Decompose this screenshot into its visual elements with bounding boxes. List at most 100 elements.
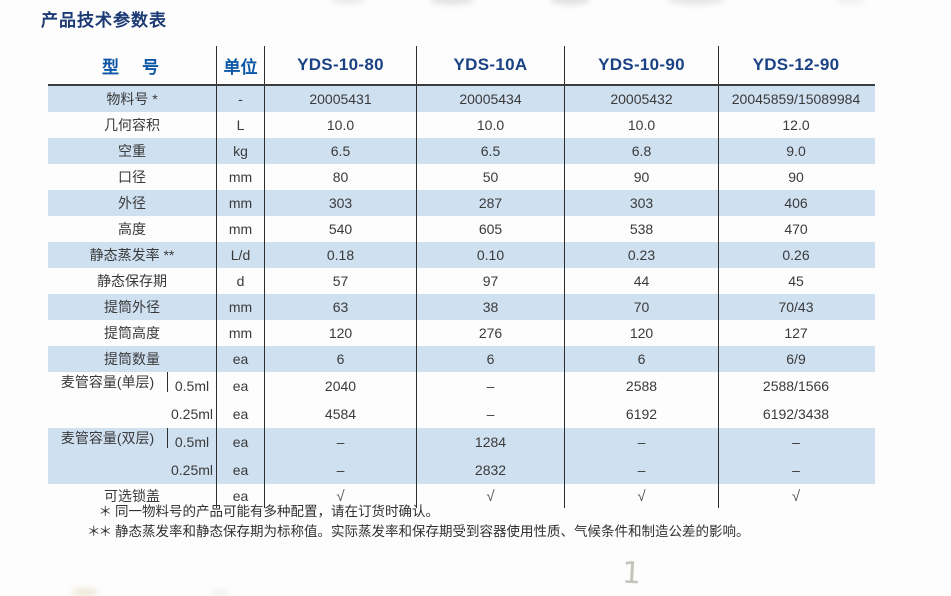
footnotes: ＊ 同一物料号的产品可能有多种配置，请在订货时确认。 ＊＊ 静态蒸发率和静态保存… [40,502,750,542]
value-cell: 6.8 [565,138,719,164]
value-cell: 6 [417,346,565,372]
unit-cell: ea [217,484,265,508]
footnote: ＊＊ 静态蒸发率和静态保存期为标称值。实际蒸发率和保存期受到容器使用性质、气候条… [40,522,750,542]
table-row: 提筒数量 ea 6 6 6 6/9 [48,346,875,372]
value-cell: 63 [265,294,417,320]
value-cell: 6.5 [265,138,417,164]
footnote: ＊ 同一物料号的产品可能有多种配置，请在订货时确认。 [40,502,750,522]
value-cell: 6/9 [786,351,806,367]
value-cell: – [792,434,800,450]
sub-label: 0.5ml [168,428,217,456]
footnote-text: 同一物料号的产品可能有多种配置，请在订货时确认。 [115,504,439,519]
table-row-group: 麦管容量(双层) 0.5ml ea –1284– –0.25ml ea –2832– – [48,428,875,484]
table-header-row: 型 号 单位 YDS-10-80 YDS-10A YDS-10-90 YDS-1… [48,46,875,86]
value-cell: – [565,456,719,484]
value-cell: 406 [784,195,808,211]
value-cell: √ [565,484,719,508]
value-cell: 6 [265,346,417,372]
group-label: 麦管容量(单层) [48,372,168,392]
value-cell: – [792,462,800,478]
unit-cell: mm [217,294,265,320]
value-cell: 10.0 [565,112,719,138]
unit-cell: kg [217,138,265,164]
value-cell: 6192/3438 [762,406,830,422]
sub-label: 0.25ml [168,456,217,484]
value-cell: 6192 [565,400,719,428]
header-model-name: YDS-10-90 [565,46,719,84]
unit-cell: ea [217,428,265,456]
value-cell: 0.26 [782,247,810,263]
table-row: 空重 kg 6.5 6.5 6.8 9.0 [48,138,875,164]
value-cell: 470 [784,221,808,237]
table-row: 物料号 * -20005431 20005434 20005432 20045859/1… [48,86,875,112]
row-label: 提筒高度 [48,320,217,346]
value-cell: √ [265,484,417,508]
value-cell: 0.23 [565,242,719,268]
table-row: 口径 mm 80 50 90 90 [48,164,875,190]
row-label: 口径 [48,164,217,190]
group-sub-rows: 0.5ml ea –1284– –0.25ml ea –2832– – [168,428,873,484]
table-sub-row: 0.25ml ea 4584–6192 6192/3438 [168,400,873,428]
value-cell: 303 [565,190,719,216]
table-row: 静态蒸发率 ** L/d 0.18 0.10 0.23 0.26 [48,242,875,268]
value-cell: 70/43 [778,299,814,315]
value-cell: 538 [565,216,719,242]
table-row: 静态保存期 d 57 97 44 45 [48,268,875,294]
value-cell: 20005432 [565,86,719,112]
table-row-group: 麦管容量(单层) 0.5ml ea 2040–2588 2588/1566 0.25ml e… [48,372,875,428]
value-cell: 605 [417,216,565,242]
row-label: 可选锁盖 [48,484,217,508]
value-cell: 276 [417,320,565,346]
unit-cell: mm [217,320,265,346]
unit-cell: d [217,268,265,294]
table-row: 高度 mm 540 605 538 470 [48,216,875,242]
row-label: 静态蒸发率 ** [48,242,217,268]
value-cell: 2588 [565,372,719,400]
handwritten-mark: 1 [621,555,642,592]
value-cell: – [417,400,565,428]
header-model-name: YDS-10-80 [265,46,417,84]
unit-cell: L [217,112,265,138]
value-cell: 45 [788,273,804,289]
value-cell: 0.10 [417,242,565,268]
value-cell: 50 [417,164,565,190]
value-cell: 4584 [265,400,417,428]
value-cell: – [265,428,417,456]
value-cell: 38 [417,294,565,320]
unit-cell: mm [217,216,265,242]
value-cell: 97 [417,268,565,294]
value-cell: 90 [788,169,804,185]
value-cell: 287 [417,190,565,216]
value-cell: 2832 [417,456,565,484]
value-cell: 90 [565,164,719,190]
row-label: 外径 [48,190,217,216]
value-cell: 2040 [265,372,417,400]
value-cell: √ [791,487,801,505]
value-cell: 57 [265,268,417,294]
row-label: 提筒外径 [48,294,217,320]
footnote-text: 静态蒸发率和静态保存期为标称值。实际蒸发率和保存期受到容器使用性质、气候条件和制… [115,524,750,539]
table-row: 可选锁盖 ea √ √ √ √ [48,484,875,508]
value-cell: 10.0 [417,112,565,138]
header-model-name: YDS-10A [417,46,565,84]
table-sub-row: 0.5ml ea –1284– – [168,428,873,456]
scan-smudge [835,0,865,4]
value-cell: 1284 [417,428,565,456]
value-cell: 44 [565,268,719,294]
row-label: 高度 [48,216,217,242]
unit-cell: mm [217,190,265,216]
value-cell: 20005431 [265,86,417,112]
value-cell: – [417,372,565,400]
value-cell: √ [417,484,565,508]
header-unit-label: 单位 [217,46,265,84]
row-label: 空重 [48,138,217,164]
value-cell: 20045859/15089984 [731,91,861,107]
row-label: 几何容积 [48,112,217,138]
unit-cell: ea [217,372,265,400]
value-cell: 303 [265,190,417,216]
value-cell: 80 [265,164,417,190]
unit-cell: ea [217,456,265,484]
row-label: 物料号 * [48,86,217,112]
table-body: 物料号 * -20005431 20005434 20005432 20045859/1… [48,86,875,508]
